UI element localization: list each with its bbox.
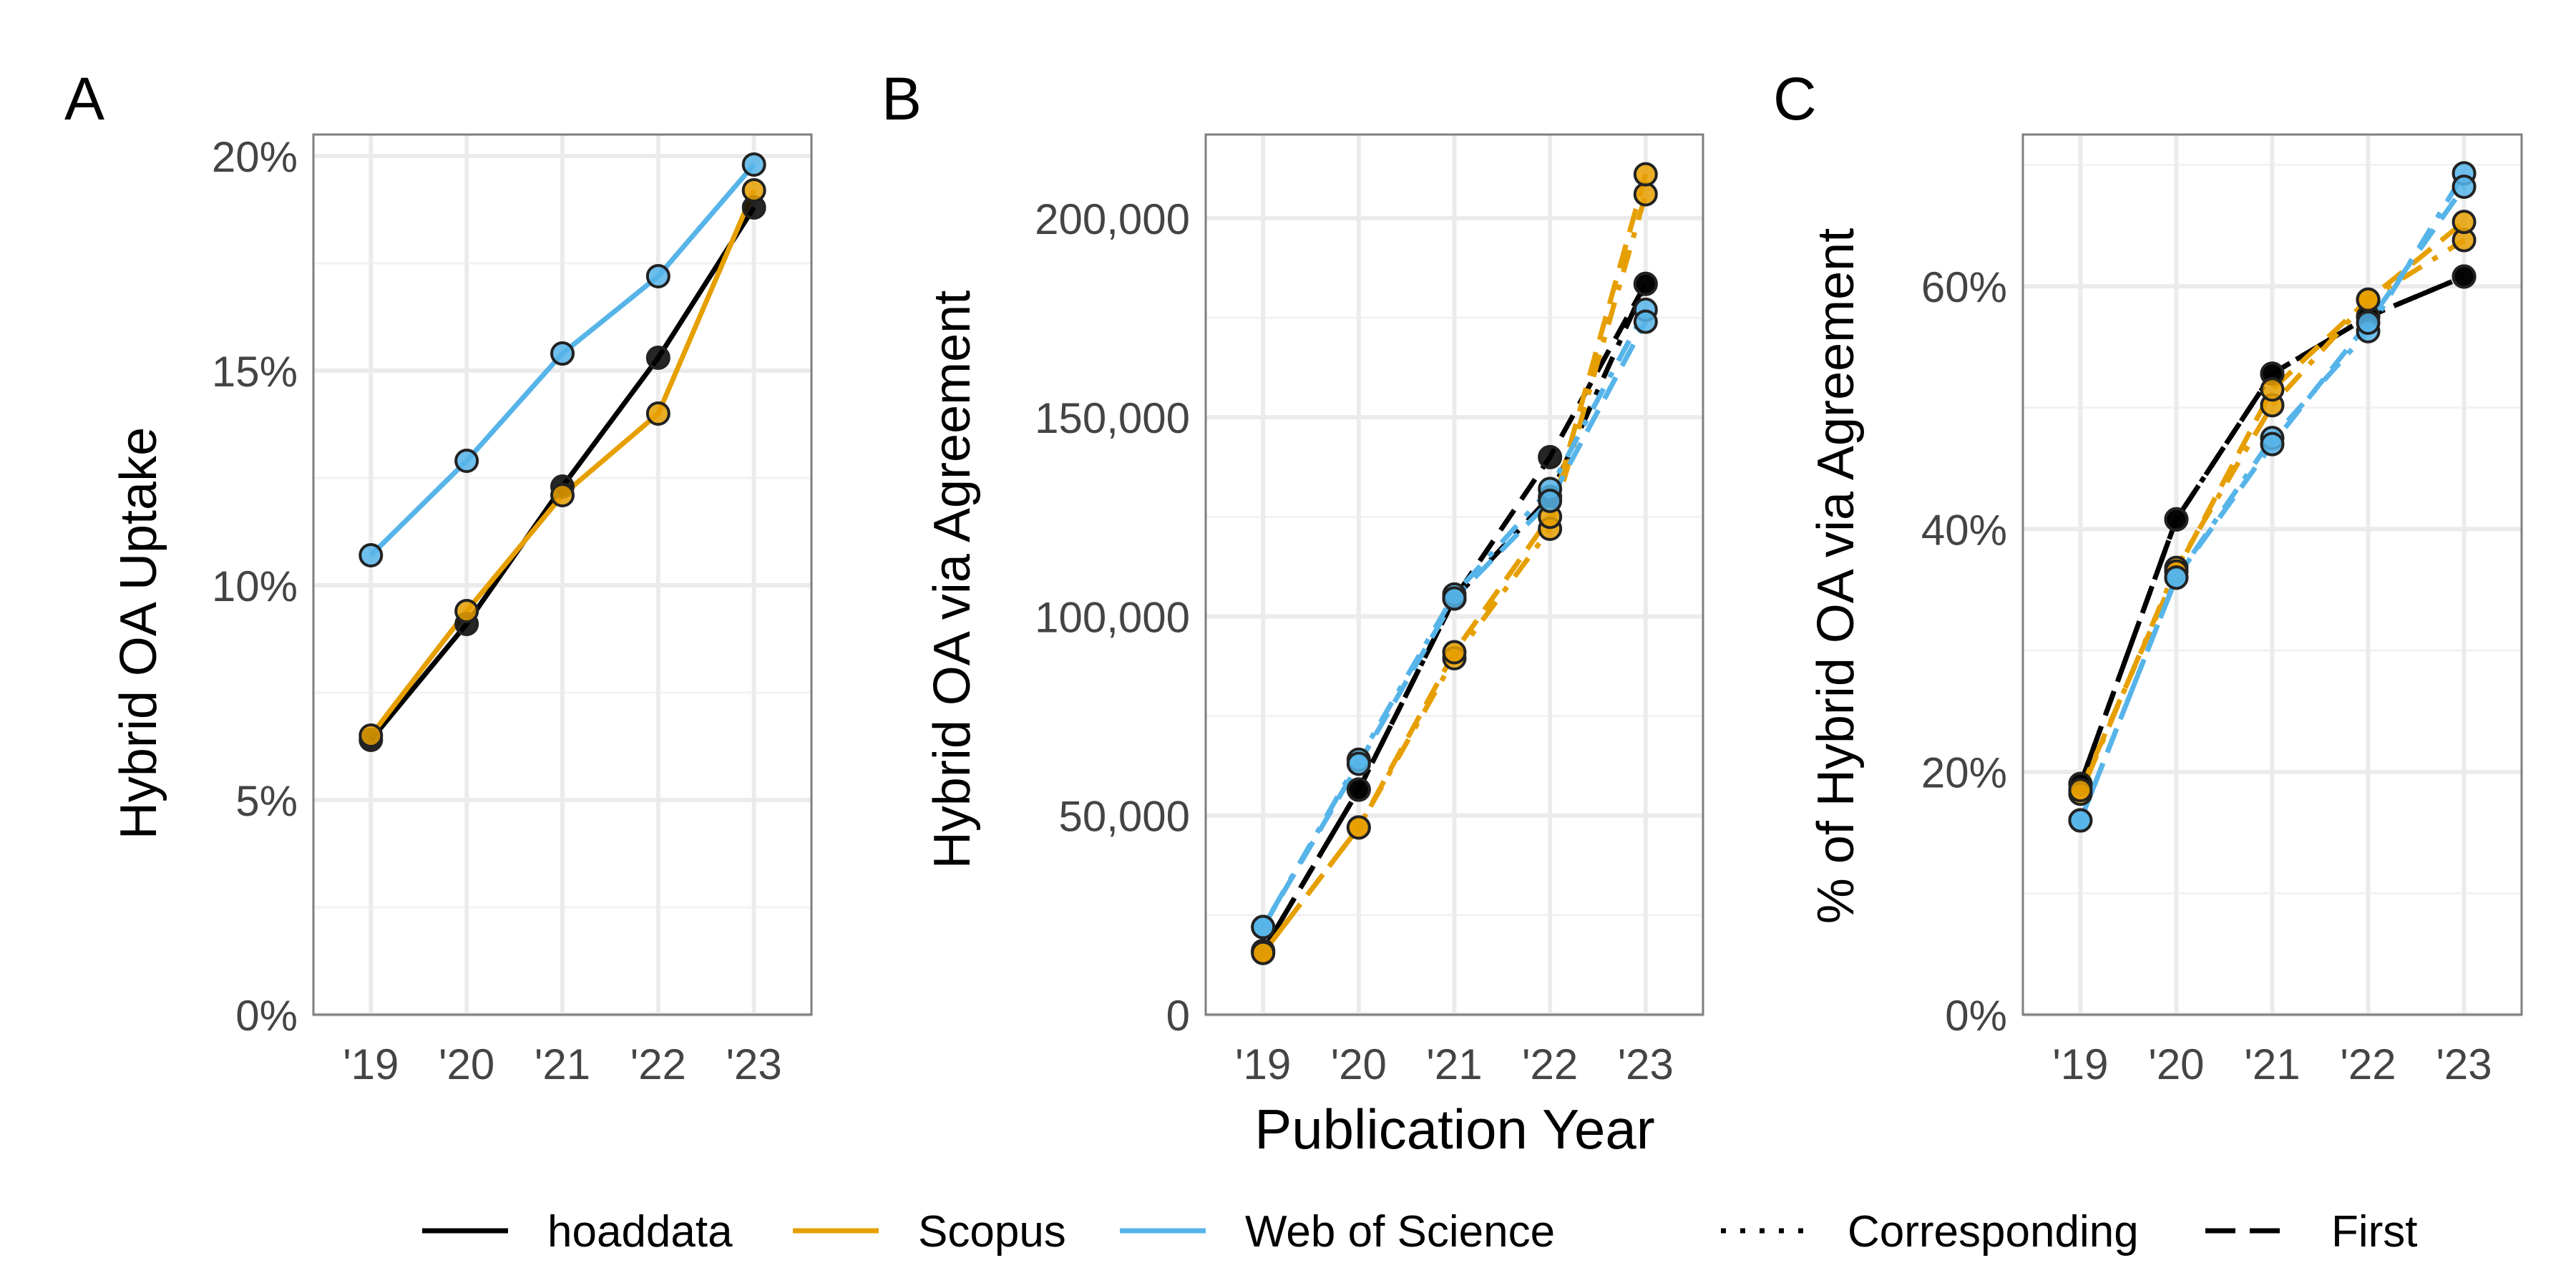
y-tick-label: 20%: [1921, 749, 2007, 797]
x-tick-label: '22: [630, 1040, 686, 1088]
panel-a-series: [358, 152, 766, 752]
panel-c: C 0% 20% 40% 60% '19 '20 '21 '22 '23 % of Hybri…: [1773, 65, 2523, 1088]
data-point: [1346, 751, 1371, 776]
panel-a-frame: [312, 133, 813, 1016]
x-tick-label: '21: [535, 1040, 590, 1088]
data-point: [454, 449, 479, 473]
x-tick-label: '21: [1426, 1040, 1482, 1088]
data-point: [1442, 640, 1467, 665]
data-point: [454, 599, 479, 623]
panel-c-series: [2068, 161, 2477, 833]
panel-c-y-axis-title: % of Hybrid OA via Agreement: [1807, 228, 1865, 924]
data-point: [1633, 271, 1658, 296]
y-tick-label: 60%: [1921, 263, 2007, 311]
y-tick-label: 100,000: [1035, 593, 1190, 641]
data-point: [2260, 377, 2285, 402]
data-point: [1251, 940, 1276, 965]
panel-b-y-ticks: 0 50,000 100,000 150,000 200,000: [1035, 195, 1190, 1040]
data-point: [1251, 914, 1276, 940]
data-point: [1442, 586, 1467, 611]
y-tick-label: 40%: [1921, 506, 2007, 554]
data-point: [1346, 815, 1371, 840]
y-tick-label: 0%: [1945, 992, 2007, 1040]
x-tick-label: '22: [1522, 1040, 1578, 1088]
y-tick-label: 20%: [212, 133, 298, 181]
data-point: [2451, 210, 2477, 235]
legend: hoaddata Scopus Web of Science Correspon…: [422, 1207, 2418, 1257]
panel-b-frame: [1204, 133, 1704, 1016]
x-tick-label: '20: [2148, 1040, 2204, 1088]
panel-label-a: A: [64, 65, 104, 132]
data-point: [550, 483, 575, 507]
panel-c-x-ticks: '19 '20 '21 '22 '23: [2052, 1040, 2492, 1088]
y-tick-label: 0: [1166, 992, 1190, 1040]
data-point: [741, 152, 766, 177]
data-point: [2068, 778, 2093, 803]
data-point: [2164, 507, 2189, 532]
data-point: [2068, 808, 2093, 833]
panel-b-y-axis-title: Hybrid OA via Agreement: [924, 291, 981, 869]
data-point: [645, 264, 670, 288]
panel-a-y-ticks: 0% 5% 10% 15% 20%: [212, 133, 298, 1040]
x-tick-label: '22: [2340, 1040, 2396, 1088]
data-point: [2260, 431, 2285, 457]
data-point: [1346, 777, 1371, 802]
data-point: [2451, 264, 2477, 289]
legend-label-scopus: Scopus: [918, 1207, 1066, 1257]
x-tick-label: '19: [2052, 1040, 2108, 1088]
panel-a: A 0% 5% 10% 15% 20% '19 '20 '21 '22 '23 Hybrid O…: [64, 65, 813, 1088]
legend-label-corresponding: Corresponding: [1848, 1207, 2139, 1257]
y-tick-label: 0%: [235, 992, 298, 1040]
x-tick-label: '20: [439, 1040, 494, 1088]
data-point: [2356, 287, 2381, 312]
legend-label-web-of-science: Web of Science: [1245, 1207, 1555, 1257]
panel-b-x-axis-title: Publication Year: [1254, 1098, 1654, 1161]
panel-b-series: [1251, 162, 1658, 965]
legend-label-hoaddata: hoaddata: [547, 1207, 733, 1257]
x-tick-label: '19: [1235, 1040, 1291, 1088]
data-point: [358, 543, 384, 567]
data-point: [550, 341, 575, 366]
panel-a-y-axis-title: Hybrid OA Uptake: [110, 427, 167, 839]
data-point: [741, 178, 766, 203]
data-point: [1538, 489, 1563, 514]
data-point: [1633, 309, 1658, 334]
data-point: [645, 346, 670, 370]
data-point: [2356, 310, 2381, 335]
panel-b-x-ticks: '19 '20 '21 '22 '23: [1235, 1040, 1674, 1088]
data-point: [2451, 174, 2477, 199]
panel-c-y-ticks: 0% 20% 40% 60%: [1921, 263, 2007, 1040]
panel-a-grid: [313, 135, 811, 1017]
panel-a-x-ticks: '19 '20 '21 '22 '23: [343, 1040, 782, 1088]
panel-c-grid: [2023, 135, 2522, 1017]
y-tick-label: 15%: [212, 348, 298, 396]
panel-label-c: C: [1773, 65, 1817, 132]
x-tick-label: '23: [2436, 1040, 2492, 1088]
y-tick-label: 150,000: [1035, 394, 1190, 442]
data-point: [358, 723, 384, 748]
x-tick-label: '23: [1618, 1040, 1674, 1088]
data-point: [2164, 565, 2189, 590]
y-tick-label: 50,000: [1058, 793, 1190, 841]
data-point: [1538, 444, 1563, 469]
y-tick-label: 5%: [235, 777, 298, 825]
x-tick-label: '21: [2244, 1040, 2300, 1088]
legend-label-first: First: [2331, 1207, 2418, 1257]
x-tick-label: '23: [726, 1040, 782, 1088]
panel-label-b: B: [882, 65, 922, 132]
data-point: [1633, 162, 1658, 187]
y-tick-label: 10%: [212, 562, 298, 610]
x-tick-label: '20: [1331, 1040, 1387, 1088]
y-tick-label: 200,000: [1035, 195, 1190, 243]
x-tick-label: '19: [343, 1040, 399, 1088]
panel-c-frame: [2021, 133, 2523, 1016]
panel-b-grid: [1206, 135, 1703, 1017]
data-point: [1633, 182, 1658, 207]
panel-b: B 0 50,000 100,000 150,000 200,000 '19 '20 '21…: [882, 65, 1704, 1161]
data-point: [645, 401, 670, 426]
